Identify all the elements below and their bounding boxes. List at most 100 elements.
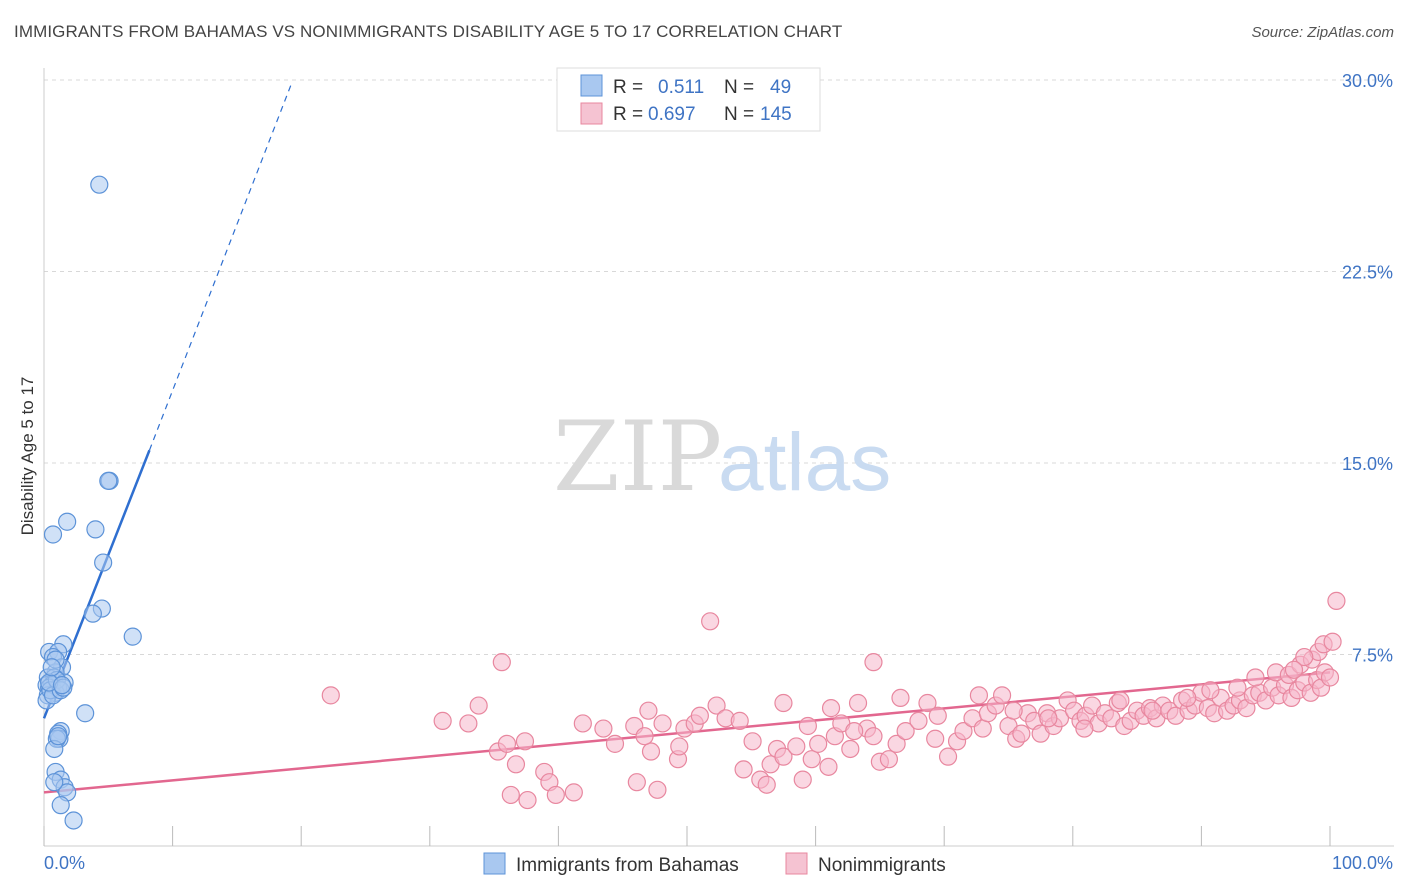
stats-legend-pink-r-value: 0.697 — [648, 104, 696, 125]
pink-point-36 — [793, 770, 812, 789]
blue-point-45 — [42, 658, 61, 677]
blue-point-6 — [94, 553, 113, 572]
y-tick-label-1: 15.0% — [1342, 454, 1393, 474]
pink-point-38 — [809, 734, 828, 753]
pink-point-129 — [1228, 678, 1247, 697]
pink-point-13 — [546, 785, 565, 805]
pink-point-120 — [926, 729, 945, 748]
gridlines — [44, 79, 1394, 655]
pink-point-17 — [627, 773, 646, 792]
pink-point-118 — [845, 721, 864, 741]
pink-point-10 — [515, 732, 535, 751]
blue-point-3 — [86, 520, 105, 539]
y-tick-label-3: 30.0% — [1342, 71, 1393, 91]
pink-point-25 — [690, 706, 709, 725]
blue-point-37 — [64, 811, 83, 830]
pink-point-121 — [969, 686, 989, 705]
pink-point-12 — [518, 790, 537, 810]
pink-point-113 — [864, 653, 883, 672]
watermark: ZIP atlas — [553, 401, 891, 513]
pink-point-49 — [896, 721, 915, 741]
pink-point-119 — [891, 688, 910, 708]
pink-point-143 — [635, 727, 654, 746]
x-tick-label-0: 0.0% — [44, 853, 85, 873]
pink-point-29 — [734, 760, 753, 779]
pink-point-117 — [821, 699, 841, 718]
pink-point-51 — [918, 693, 937, 713]
stats-legend-blue-n-value: 49 — [770, 77, 791, 98]
blue-trend-extension — [148, 84, 292, 451]
pink-point-57 — [973, 719, 992, 738]
stats-legend-pink-swatch — [580, 102, 603, 125]
pink-point-112 — [1320, 668, 1340, 687]
stats-legend-blue-r-value: 0.511 — [658, 77, 704, 98]
pink-point-138 — [1327, 591, 1346, 610]
pink-point-7 — [506, 755, 526, 774]
pink-point-39 — [819, 757, 838, 776]
pink-point-60 — [992, 686, 1012, 705]
pink-point-122 — [1004, 701, 1023, 720]
pink-point-114 — [701, 612, 720, 631]
pink-point-4 — [469, 696, 488, 715]
blue-point-26 — [76, 704, 95, 723]
y-axis-title: Disability Age 5 to 17 — [18, 377, 37, 536]
pink-point-124 — [1075, 719, 1094, 738]
pink-point-14 — [564, 783, 583, 802]
stats-legend: R = 0.511 N = 49 R = 0.697 N = 145 — [556, 67, 821, 132]
pink-point-6 — [497, 734, 517, 753]
pink-point-28 — [730, 711, 749, 730]
pink-point-15 — [605, 734, 625, 753]
pink-point-140 — [1284, 660, 1304, 679]
bottom-legend-blue-swatch — [483, 852, 506, 875]
blue-point-2 — [99, 471, 118, 490]
pink-point-52 — [928, 706, 947, 725]
bottom-legend-blue-label: Immigrants from Bahamas — [516, 855, 739, 876]
pink-point-18 — [639, 701, 658, 720]
pink-point-127 — [1178, 688, 1197, 708]
blue-point-0 — [90, 175, 109, 194]
pink-point-53 — [938, 747, 958, 766]
bottom-legend-pink-label: Nonimmigrants — [818, 855, 946, 876]
watermark-atlas: atlas — [718, 417, 891, 508]
pink-point-125 — [1111, 691, 1130, 710]
pink-point-139 — [1295, 647, 1314, 667]
pink-point-48 — [887, 734, 906, 753]
pink-point-141 — [743, 732, 762, 751]
pink-point-144 — [594, 719, 613, 738]
data-points — [37, 175, 1346, 830]
blue-point-46 — [49, 727, 68, 746]
pink-point-11 — [501, 785, 520, 805]
stats-legend-pink-n-value: 145 — [760, 104, 792, 125]
pink-point-20 — [648, 780, 667, 799]
pink-point-50 — [909, 711, 928, 730]
blue-point-48 — [52, 676, 72, 695]
pink-point-37 — [802, 750, 821, 769]
bottom-legend-pink-swatch — [785, 852, 808, 875]
pink-point-55 — [954, 721, 973, 741]
stats-legend-pink-n-label: N = — [724, 104, 754, 125]
stats-legend-blue-swatch — [580, 74, 603, 97]
blue-point-8 — [83, 604, 102, 623]
pink-point-19 — [641, 742, 661, 761]
pink-point-0 — [321, 686, 340, 705]
pink-point-21 — [653, 714, 672, 733]
pink-point-116 — [798, 716, 817, 736]
stats-legend-pink-r-label: R = — [613, 104, 643, 125]
pink-point-1 — [492, 653, 511, 672]
bottom-legend: Immigrants from Bahamas Nonimmigrants — [483, 852, 946, 876]
pink-point-43 — [848, 693, 868, 713]
pink-point-45 — [864, 727, 883, 746]
pink-point-42 — [841, 739, 860, 759]
chart-source: Source: ZipAtlas.com — [1251, 24, 1394, 41]
x-tick-label-1: 100.0% — [1332, 853, 1393, 873]
blue-point-9 — [123, 627, 142, 646]
blue-point-5 — [43, 525, 63, 544]
y-tick-label-2: 22.5% — [1342, 263, 1393, 283]
pink-point-115 — [774, 693, 793, 713]
pink-point-130 — [1246, 668, 1265, 687]
pink-point-128 — [1201, 681, 1220, 700]
pink-point-63 — [1012, 724, 1031, 743]
pink-point-2 — [433, 711, 452, 730]
blue-point-47 — [45, 773, 64, 792]
